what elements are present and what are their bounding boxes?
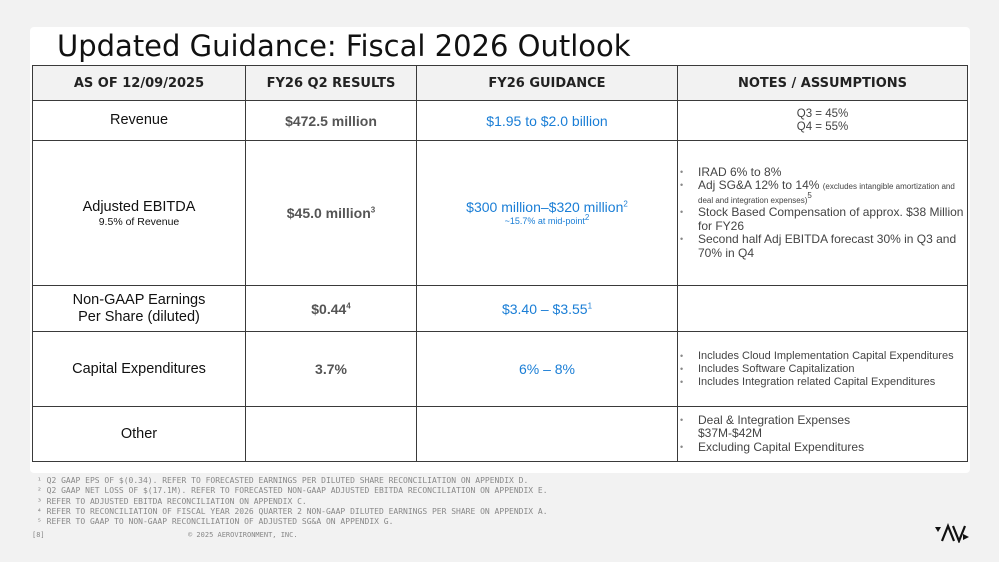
footnote-ref: 5 xyxy=(807,190,812,200)
note-text: Excluding Capital Expenditures xyxy=(698,439,865,454)
list-item: • Includes Cloud Implementation Capital E… xyxy=(678,350,967,363)
footnote: ¹ Q2 GAAP EPS OF $(0.34). REFER TO FOREC… xyxy=(37,476,529,485)
notes-cell: • Includes Cloud Implementation Capital E… xyxy=(677,331,968,407)
guidance-value: $300 million–$320 million xyxy=(466,199,624,215)
footnotes: ¹ Q2 GAAP EPS OF $(0.34). REFER TO FOREC… xyxy=(37,476,548,527)
bullet-icon: • xyxy=(680,166,684,177)
note-text: Adj SG&A 12% to 14% xyxy=(698,178,820,193)
bullet-icon: • xyxy=(680,414,684,425)
row-label-cell: Adjusted EBITDA 9.5% of Revenue xyxy=(32,140,246,286)
bullet-icon: • xyxy=(680,180,684,191)
guidance-value-cell: $3.40 – $3.551 xyxy=(416,285,678,332)
notes-cell: • IRAD 6% to 8% • Adj SG&A 12% to 14% (exc… xyxy=(677,140,968,286)
q2-value: $45.0 million xyxy=(286,205,371,221)
note-text: IRAD 6% to 8% xyxy=(698,164,782,179)
row-label: Revenue xyxy=(32,100,246,141)
bullet-icon: • xyxy=(680,363,684,374)
row-sublabel: 9.5% of Revenue xyxy=(98,215,180,228)
guidance-value: $1.95 to $2.0 billion xyxy=(416,100,678,141)
footnote-ref: 2 xyxy=(584,213,590,222)
table-row-other: Other • Deal & Integration Expenses $37M-$… xyxy=(32,406,968,462)
av-logo-icon xyxy=(935,523,969,543)
row-label-cell: Non-GAAP Earnings Per Share (diluted) xyxy=(32,285,246,332)
notes-list: • Includes Cloud Implementation Capital E… xyxy=(678,350,967,389)
note-text: Includes Software Capitalization xyxy=(698,362,855,375)
page-number: [8] xyxy=(32,531,45,539)
row-label: Capital Expenditures xyxy=(32,331,246,407)
table-row-adjusted-ebitda: Adjusted EBITDA 9.5% of Revenue $45.0 mi… xyxy=(32,140,968,286)
row-label: Non-GAAP Earnings xyxy=(72,291,206,308)
list-item: • Includes Software Capitalization xyxy=(678,363,967,376)
footnote: ³ REFER TO ADJUSTED EBITDA RECONCILIATIO… xyxy=(37,496,307,506)
q2-value: 3.7% xyxy=(245,331,417,407)
q2-value: $472.5 million xyxy=(245,100,417,141)
note-small-text: (excludes intangible amortization and de… xyxy=(698,182,955,205)
notes-cell: Q3 = 45% Q4 = 55% xyxy=(677,100,968,141)
list-item: • Adj SG&A 12% to 14% (excludes intangibl… xyxy=(678,179,967,206)
guidance-subvalue: ~15.7% at mid-point xyxy=(504,216,585,226)
footnote: ² Q2 GAAP NET LOSS OF $(17.1M). REFER TO… xyxy=(37,486,548,496)
note-line: Q4 = 55% xyxy=(796,120,849,133)
list-item: • Stock Based Compensation of approx. $38… xyxy=(678,206,967,233)
bullet-icon: • xyxy=(680,234,684,245)
notes-cell xyxy=(677,285,968,332)
bullet-icon: • xyxy=(680,376,684,387)
bullet-icon: • xyxy=(680,207,684,218)
page-title: Updated Guidance: Fiscal 2026 Outlook xyxy=(57,29,631,63)
list-item: • Second half Adj EBITDA forecast 30% in … xyxy=(678,233,967,260)
footnote-ref: 1 xyxy=(587,300,593,310)
note-text: Second half Adj EBITDA forecast 30% in Q… xyxy=(698,232,957,260)
table-row-capital-expenditures: Capital Expenditures 3.7% 6% – 8% • Inclu… xyxy=(32,331,968,407)
guidance-value xyxy=(416,406,678,462)
notes-list: • IRAD 6% to 8% • Adj SG&A 12% to 14% (exc… xyxy=(678,164,967,261)
list-item: • Deal & Integration Expenses $37M-$42M xyxy=(678,412,967,441)
row-label: Adjusted EBITDA xyxy=(82,198,196,215)
q2-value-cell: $0.444 xyxy=(245,285,417,332)
guidance-value: 6% – 8% xyxy=(416,331,678,407)
row-label: Per Share (diluted) xyxy=(78,308,200,325)
q2-value xyxy=(245,406,417,462)
header-q2-results: FY26 Q2 RESULTS xyxy=(245,65,417,101)
notes-list: • Deal & Integration Expenses $37M-$42M • E… xyxy=(678,412,967,455)
bullet-icon: • xyxy=(680,441,684,452)
header-notes: NOTES / ASSUMPTIONS xyxy=(677,65,968,101)
q2-value-cell: $45.0 million3 xyxy=(245,140,417,286)
list-item: • Excluding Capital Expenditures xyxy=(678,439,967,455)
list-item: • IRAD 6% to 8% xyxy=(678,164,967,180)
table-row-revenue: Revenue $472.5 million $1.95 to $2.0 bil… xyxy=(32,100,968,141)
footnote: ⁴ REFER TO RECONCILIATION OF FISCAL YEAR… xyxy=(37,506,548,516)
note-text: Stock Based Compensation of approx. $38 … xyxy=(698,205,964,233)
footnote-ref: 2 xyxy=(623,199,628,209)
note-text: $37M-$42M xyxy=(698,426,763,441)
guidance-value-cell: $300 million–$320 million2 ~15.7% at mid… xyxy=(416,140,678,286)
note-text: Deal & Integration Expenses xyxy=(698,412,851,427)
q2-value: $0.44 xyxy=(311,300,347,317)
footnote-ref: 4 xyxy=(346,300,351,310)
guidance-subvalue-wrap: ~15.7% at mid-point2 xyxy=(417,213,677,227)
list-item: • Includes Integration related Capital Ex… xyxy=(678,376,967,389)
table-row-non-gaap-eps: Non-GAAP Earnings Per Share (diluted) $0… xyxy=(32,285,968,332)
row-label: Other xyxy=(32,406,246,462)
copyright: © 2025 AEROVIRONMENT, INC. xyxy=(188,531,298,539)
table-header-row: AS OF 12/09/2025 FY26 Q2 RESULTS FY26 GU… xyxy=(32,65,968,101)
note-text: Includes Integration related Capital Exp… xyxy=(698,375,936,388)
note-text: Includes Cloud Implementation Capital Ex… xyxy=(698,349,954,362)
notes-cell: • Deal & Integration Expenses $37M-$42M • E… xyxy=(677,406,968,462)
footnote-ref: 3 xyxy=(370,205,376,215)
header-as-of: AS OF 12/09/2025 xyxy=(32,65,246,101)
guidance-table: AS OF 12/09/2025 FY26 Q2 RESULTS FY26 GU… xyxy=(32,65,968,462)
guidance-value: $3.40 – $3.55 xyxy=(501,300,588,317)
note-line: Q3 = 45% xyxy=(796,107,849,120)
bullet-icon: • xyxy=(680,350,684,361)
header-guidance: FY26 GUIDANCE xyxy=(416,65,678,101)
footnote: ⁵ REFER TO GAAP TO NON-GAAP RECONCILIATI… xyxy=(37,517,394,527)
